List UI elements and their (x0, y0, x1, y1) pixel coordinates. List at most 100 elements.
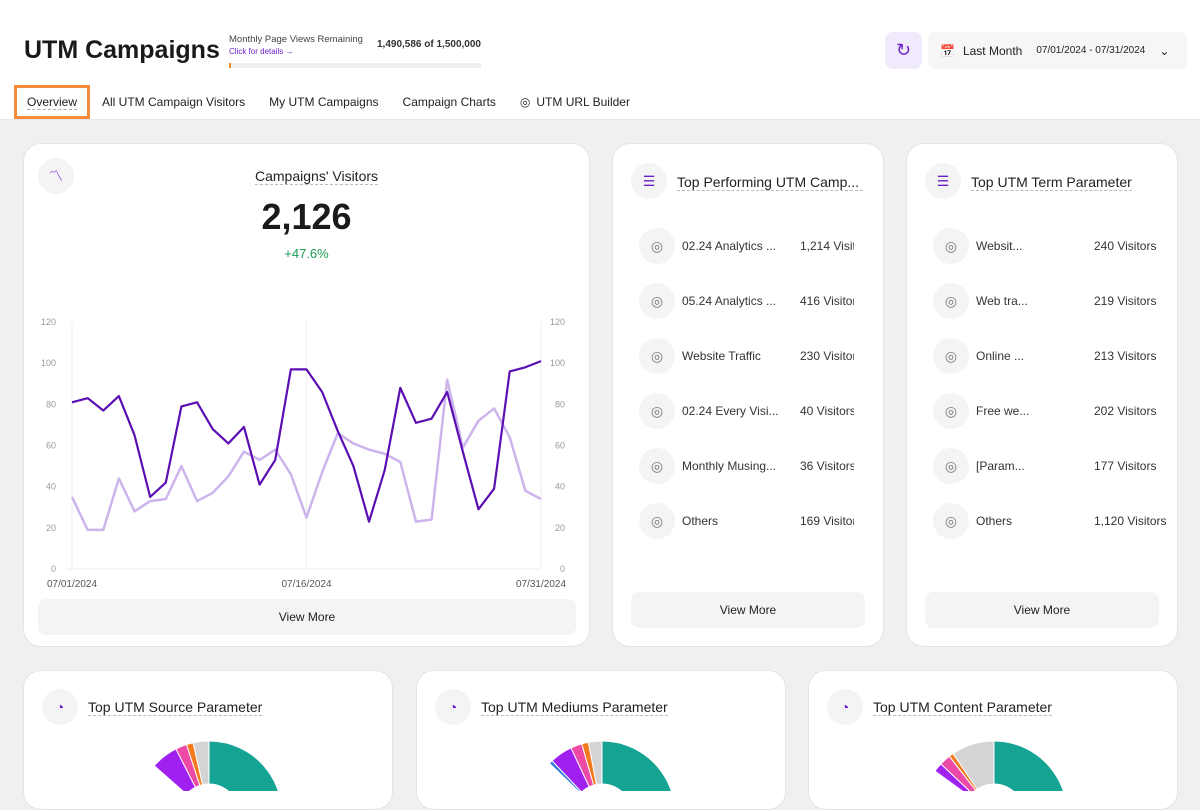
item-name: 02.24 Analytics ... (682, 239, 777, 253)
tab-overview[interactable]: Overview (14, 85, 91, 119)
content-donut-chart (934, 740, 1064, 791)
y-tick-label-right: 80 (555, 399, 565, 409)
header: UTM Campaigns Monthly Page Views Remaini… (0, 0, 1200, 120)
list-item[interactable]: ◎ Others 169 Visitors (639, 503, 854, 539)
target-icon: ◎ (519, 95, 531, 109)
y-tick-label-right: 60 (555, 441, 565, 451)
target-icon: ◎ (639, 448, 675, 484)
page-views-details-link[interactable]: Click for details → (229, 47, 294, 56)
target-icon: ◎ (933, 283, 969, 319)
item-name: 02.24 Every Visi... (682, 404, 779, 418)
list-item[interactable]: ◎ 02.24 Analytics ... 1,214 Visitors (639, 228, 854, 264)
item-name: Others (682, 514, 719, 528)
item-value: 202 Visitors (1094, 404, 1157, 418)
list-item[interactable]: ◎ Monthly Musing... 36 Visitors (639, 448, 854, 484)
item-value: 213 Visitors (1094, 349, 1157, 363)
y-tick-label-right: 20 (555, 523, 565, 533)
visitors-total: 2,126 (261, 196, 352, 237)
item-name: Online ... (976, 349, 1025, 363)
pie-chart-icon: ◔ (42, 689, 78, 725)
target-icon: ◎ (639, 393, 675, 429)
y-tick-label-left: 100 (41, 358, 56, 368)
list-item[interactable]: ◎ Others 1,120 Visitors (933, 503, 1184, 539)
x-tick-label: 07/16/2024 (281, 579, 331, 590)
tab-all-visitors[interactable]: All UTM Campaign Visitors (102, 95, 246, 109)
item-value: 219 Visitors (1094, 294, 1157, 308)
page-views-progress (229, 63, 481, 68)
list-item[interactable]: ◎ [Param... 177 Visitors (933, 448, 1184, 484)
mediums-card: ◔ Top UTM Mediums Parameter (416, 670, 786, 810)
date-range-picker[interactable]: 📅 Last Month 07/01/2024 - 07/31/2024 ⌄ (928, 32, 1187, 69)
view-more-button[interactable]: View More (38, 599, 576, 635)
y-tick-label-right: 40 (555, 482, 565, 492)
card-title: Top UTM Term Parameter (971, 174, 1132, 191)
tab-bar: Overview All UTM Campaign Visitors My UT… (14, 85, 642, 119)
target-icon: ◎ (639, 228, 675, 264)
target-icon: ◎ (933, 448, 969, 484)
item-name: Monthly Musing... (682, 459, 777, 473)
visitors-change: +47.6% (284, 246, 329, 261)
visitors-line-chart: 07/01/2024 07/16/2024 07/31/2024 0 0 20 20 40 40… (41, 317, 566, 590)
page-views-progress-fill (229, 63, 231, 68)
date-preset: Last Month (962, 43, 1023, 58)
list-item[interactable]: ◎ Website Traffic 230 Visitors (639, 338, 854, 374)
item-name: Websit... (976, 239, 1023, 253)
list-item[interactable]: ◎ Websit... 240 Visitors (933, 228, 1184, 264)
tab-label: UTM URL Builder (536, 95, 630, 109)
server-icon: ☰ (925, 163, 961, 199)
x-tick-label: 07/01/2024 (47, 579, 97, 590)
card-title: Top UTM Source Parameter (88, 699, 263, 716)
pie-chart-icon: ◔ (827, 689, 863, 725)
list-item[interactable]: ◎ 02.24 Every Visi... 40 Visitors (639, 393, 854, 429)
target-icon: ◎ (639, 503, 675, 539)
server-icon: ☰ (631, 163, 667, 199)
y-tick-label-left: 60 (46, 441, 56, 451)
y-tick-label-right: 100 (550, 358, 565, 368)
top-campaigns-card: ☰ Top Performing UTM Camp... ◎ 02.24 Anal… (612, 143, 884, 647)
refresh-icon: ↻ (895, 40, 912, 60)
item-value: 169 Visitors (800, 514, 854, 528)
list-item[interactable]: ◎ 05.24 Analytics ... 416 Visitors (639, 283, 854, 319)
card-title: Top Performing UTM Camp... (677, 174, 863, 191)
item-value: 36 Visitors (800, 459, 854, 473)
chart-line-icon: 〽 (38, 158, 74, 194)
tab-my-campaigns[interactable]: My UTM Campaigns (269, 95, 379, 109)
y-tick-label-left: 80 (46, 399, 56, 409)
item-name: Web tra... (976, 294, 1028, 308)
target-icon: ◎ (933, 338, 969, 374)
series-line-1 (71, 360, 542, 523)
date-range: 07/01/2024 - 07/31/2024 (1036, 45, 1146, 56)
item-value: 230 Visitors (800, 349, 854, 363)
refresh-button[interactable]: ↻ (885, 32, 922, 69)
y-tick-label-left: 120 (41, 317, 56, 327)
item-name: [Param... (976, 459, 1025, 473)
y-tick-label-left: 0 (51, 564, 56, 574)
y-tick-label-left: 20 (46, 523, 56, 533)
card-title: Campaigns' Visitors (255, 168, 379, 185)
target-icon: ◎ (933, 228, 969, 264)
page-views-label: Monthly Page Views Remaining (229, 34, 363, 45)
item-name: Free we... (976, 404, 1030, 418)
card-title: Top UTM Mediums Parameter (481, 699, 668, 716)
donut-slice (208, 740, 279, 791)
target-icon: ◎ (933, 503, 969, 539)
page-title: UTM Campaigns (24, 36, 220, 64)
target-icon: ◎ (639, 338, 675, 374)
source-card: ◔ Top UTM Source Parameter (23, 670, 393, 810)
view-more-button[interactable]: View More (631, 592, 865, 628)
x-tick-label: 07/31/2024 (516, 579, 566, 590)
list-item[interactable]: ◎ Free we... 202 Visitors (933, 393, 1184, 429)
item-name: Others (976, 514, 1013, 528)
view-more-button[interactable]: View More (925, 592, 1159, 628)
list-item[interactable]: ◎ Online ... 213 Visitors (933, 338, 1184, 374)
tab-label: Overview (27, 94, 78, 110)
item-value: 1,214 Visitors (800, 239, 854, 253)
list-item[interactable]: ◎ Web tra... 219 Visitors (933, 283, 1184, 319)
source-donut-chart (153, 740, 279, 791)
item-name: Website Traffic (682, 349, 761, 363)
top-terms-card: ☰ Top UTM Term Parameter ◎ Websit... 240 V… (906, 143, 1178, 647)
tab-url-builder[interactable]: ◎ UTM URL Builder (508, 85, 642, 119)
card-title: Top UTM Content Parameter (873, 699, 1052, 716)
pie-chart-icon: ◔ (435, 689, 471, 725)
tab-campaign-charts[interactable]: Campaign Charts (402, 95, 496, 109)
